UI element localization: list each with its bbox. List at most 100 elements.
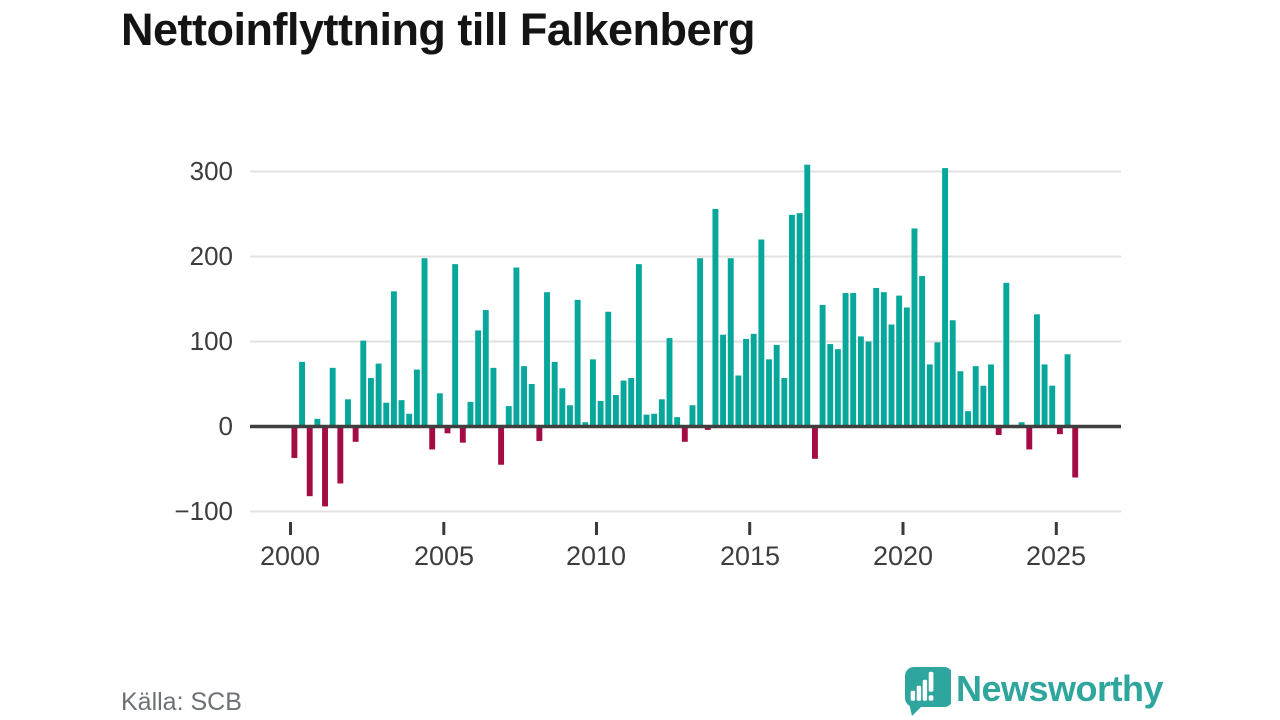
bar: [582, 422, 589, 427]
page-title: Nettoinflyttning till Falkenberg: [121, 4, 756, 55]
bar: [850, 293, 857, 427]
bar: [1072, 426, 1079, 478]
bar: [1033, 314, 1040, 427]
bar: [459, 426, 466, 443]
bar: [337, 426, 344, 484]
x-axis-label-2000: 2000: [259, 541, 321, 571]
bar: [436, 393, 443, 427]
bar: [804, 164, 811, 427]
bar: [398, 400, 405, 427]
bar: [666, 338, 673, 427]
bar: [368, 378, 374, 427]
bar: [345, 399, 351, 427]
y-axis-label-neg100: −100: [174, 496, 233, 526]
bar: [819, 304, 826, 427]
bar: [1041, 364, 1048, 427]
bar: [628, 378, 635, 427]
bar: [589, 359, 596, 427]
bar: [306, 426, 313, 497]
bar: [903, 307, 910, 427]
bar: [789, 214, 795, 427]
bar: [322, 426, 328, 507]
bar: [965, 411, 971, 427]
bar: [299, 361, 306, 427]
bar: [934, 342, 941, 427]
bar: [811, 426, 818, 459]
bar: [712, 208, 719, 427]
bar: [597, 401, 604, 427]
bar: [919, 276, 926, 427]
bar: [1026, 426, 1033, 450]
bar: [988, 364, 994, 427]
y-axis-label-100: 100: [189, 326, 233, 356]
bar: [329, 367, 336, 427]
bar: [643, 414, 650, 427]
bar: [873, 287, 880, 427]
bar: [781, 378, 788, 427]
bar: [957, 371, 964, 427]
bar: [766, 359, 772, 427]
bar: [1049, 385, 1056, 427]
bar: [743, 338, 749, 427]
bar: [383, 402, 390, 427]
bar: [635, 264, 642, 427]
x-axis-label-2015: 2015: [719, 541, 781, 571]
bar: [567, 405, 573, 427]
bar: [842, 293, 849, 427]
bar: [888, 324, 895, 427]
bar: [689, 405, 696, 427]
bar: [406, 413, 413, 427]
bar: [720, 334, 727, 427]
bar: [413, 369, 420, 427]
bar: [444, 426, 451, 434]
newsworthy-logo-text: Newsworthy: [956, 668, 1164, 709]
bar: [375, 363, 382, 427]
bar: [949, 320, 956, 427]
bar: [1018, 422, 1025, 427]
bar: [612, 395, 619, 427]
bar: [727, 258, 734, 427]
bar: [674, 417, 681, 427]
bar: [551, 361, 558, 427]
bar: [651, 413, 658, 427]
bar: [467, 401, 474, 427]
bar: [735, 375, 742, 427]
bar: [505, 406, 512, 427]
bar: [1064, 354, 1071, 427]
bar: [896, 295, 903, 427]
bar: [942, 168, 949, 427]
x-axis-label-2010: 2010: [565, 541, 627, 571]
bar: [490, 367, 497, 427]
bar: [314, 418, 321, 427]
bar: [482, 310, 489, 427]
bar: [536, 426, 543, 441]
bar: [980, 385, 987, 427]
bar: [857, 336, 864, 427]
bar: [750, 333, 757, 427]
x-axis-label-2020: 2020: [872, 541, 934, 571]
bar: [498, 426, 505, 465]
bar: [620, 380, 627, 427]
bar: [452, 264, 459, 427]
bar: [390, 291, 397, 427]
bar: [758, 239, 765, 427]
bar: [926, 364, 933, 427]
bar: [697, 258, 704, 427]
bar: [605, 311, 612, 427]
bar: [521, 366, 527, 427]
newsworthy-logo-icon: [905, 667, 951, 716]
y-axis-label-0: 0: [218, 411, 233, 441]
bar: [1056, 426, 1063, 435]
bar: [995, 426, 1002, 435]
x-axis-label-2005: 2005: [413, 541, 475, 571]
bar: [421, 258, 428, 427]
bar: [827, 344, 834, 427]
bar: [513, 267, 520, 427]
bar: [773, 344, 780, 427]
bar: [1003, 282, 1010, 427]
y-axis-label-200: 200: [189, 241, 233, 271]
bar: [574, 299, 581, 427]
bar: [865, 341, 872, 427]
